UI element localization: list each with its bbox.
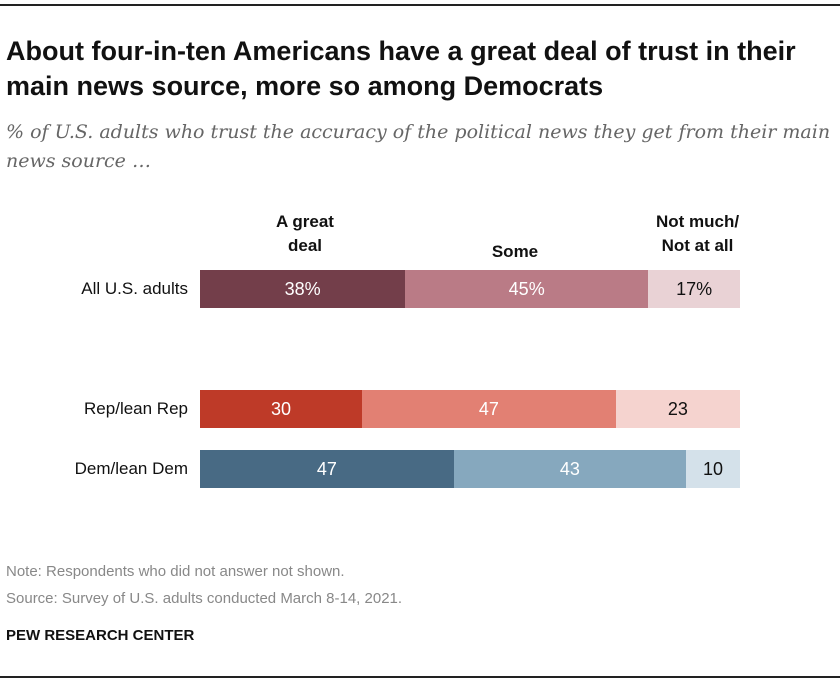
data-label: 10 <box>702 458 724 479</box>
bar-segment: 38% <box>200 270 406 308</box>
bar-segment: 47 <box>200 450 454 488</box>
bar-segment: 10 <box>686 450 740 488</box>
row-label: All U.S. adults <box>81 279 188 298</box>
data-label: 47 <box>478 398 499 419</box>
data-label: 47 <box>316 458 337 479</box>
column-header-some: Some <box>491 242 539 261</box>
data-label: 45% <box>508 278 545 299</box>
bar-segment: 45% <box>405 270 649 308</box>
data-label: 30 <box>270 398 292 419</box>
brand-logo-text: PEW RESEARCH CENTER <box>6 627 195 644</box>
chart-title: About four-in-ten Americans have a great… <box>6 36 796 101</box>
data-label: 38% <box>284 278 321 299</box>
data-label: 23 <box>667 398 688 419</box>
bar-segment: 17% <box>648 270 740 308</box>
top-rule <box>0 4 840 6</box>
data-label: 43 <box>559 458 580 479</box>
row-label: Rep/lean Rep <box>84 399 188 418</box>
bar-segment: 30 <box>200 390 362 428</box>
bottom-rule <box>0 676 840 678</box>
row-label: Dem/lean Dem <box>74 459 188 478</box>
data-label: 17% <box>676 278 713 299</box>
column-header-great-deal: A great deal <box>276 212 334 255</box>
chart-subtitle: % of U.S. adults who trust the accuracy … <box>6 121 831 172</box>
bar-segment: 47 <box>362 390 616 428</box>
note: Note: Respondents who did not answer not… <box>6 563 345 580</box>
source: Source: Survey of U.S. adults conducted … <box>6 590 403 607</box>
column-header-not-much: Not much/Not at all <box>655 212 740 255</box>
bar-segment: 23 <box>615 390 740 428</box>
bar-segment: 43 <box>453 450 686 488</box>
